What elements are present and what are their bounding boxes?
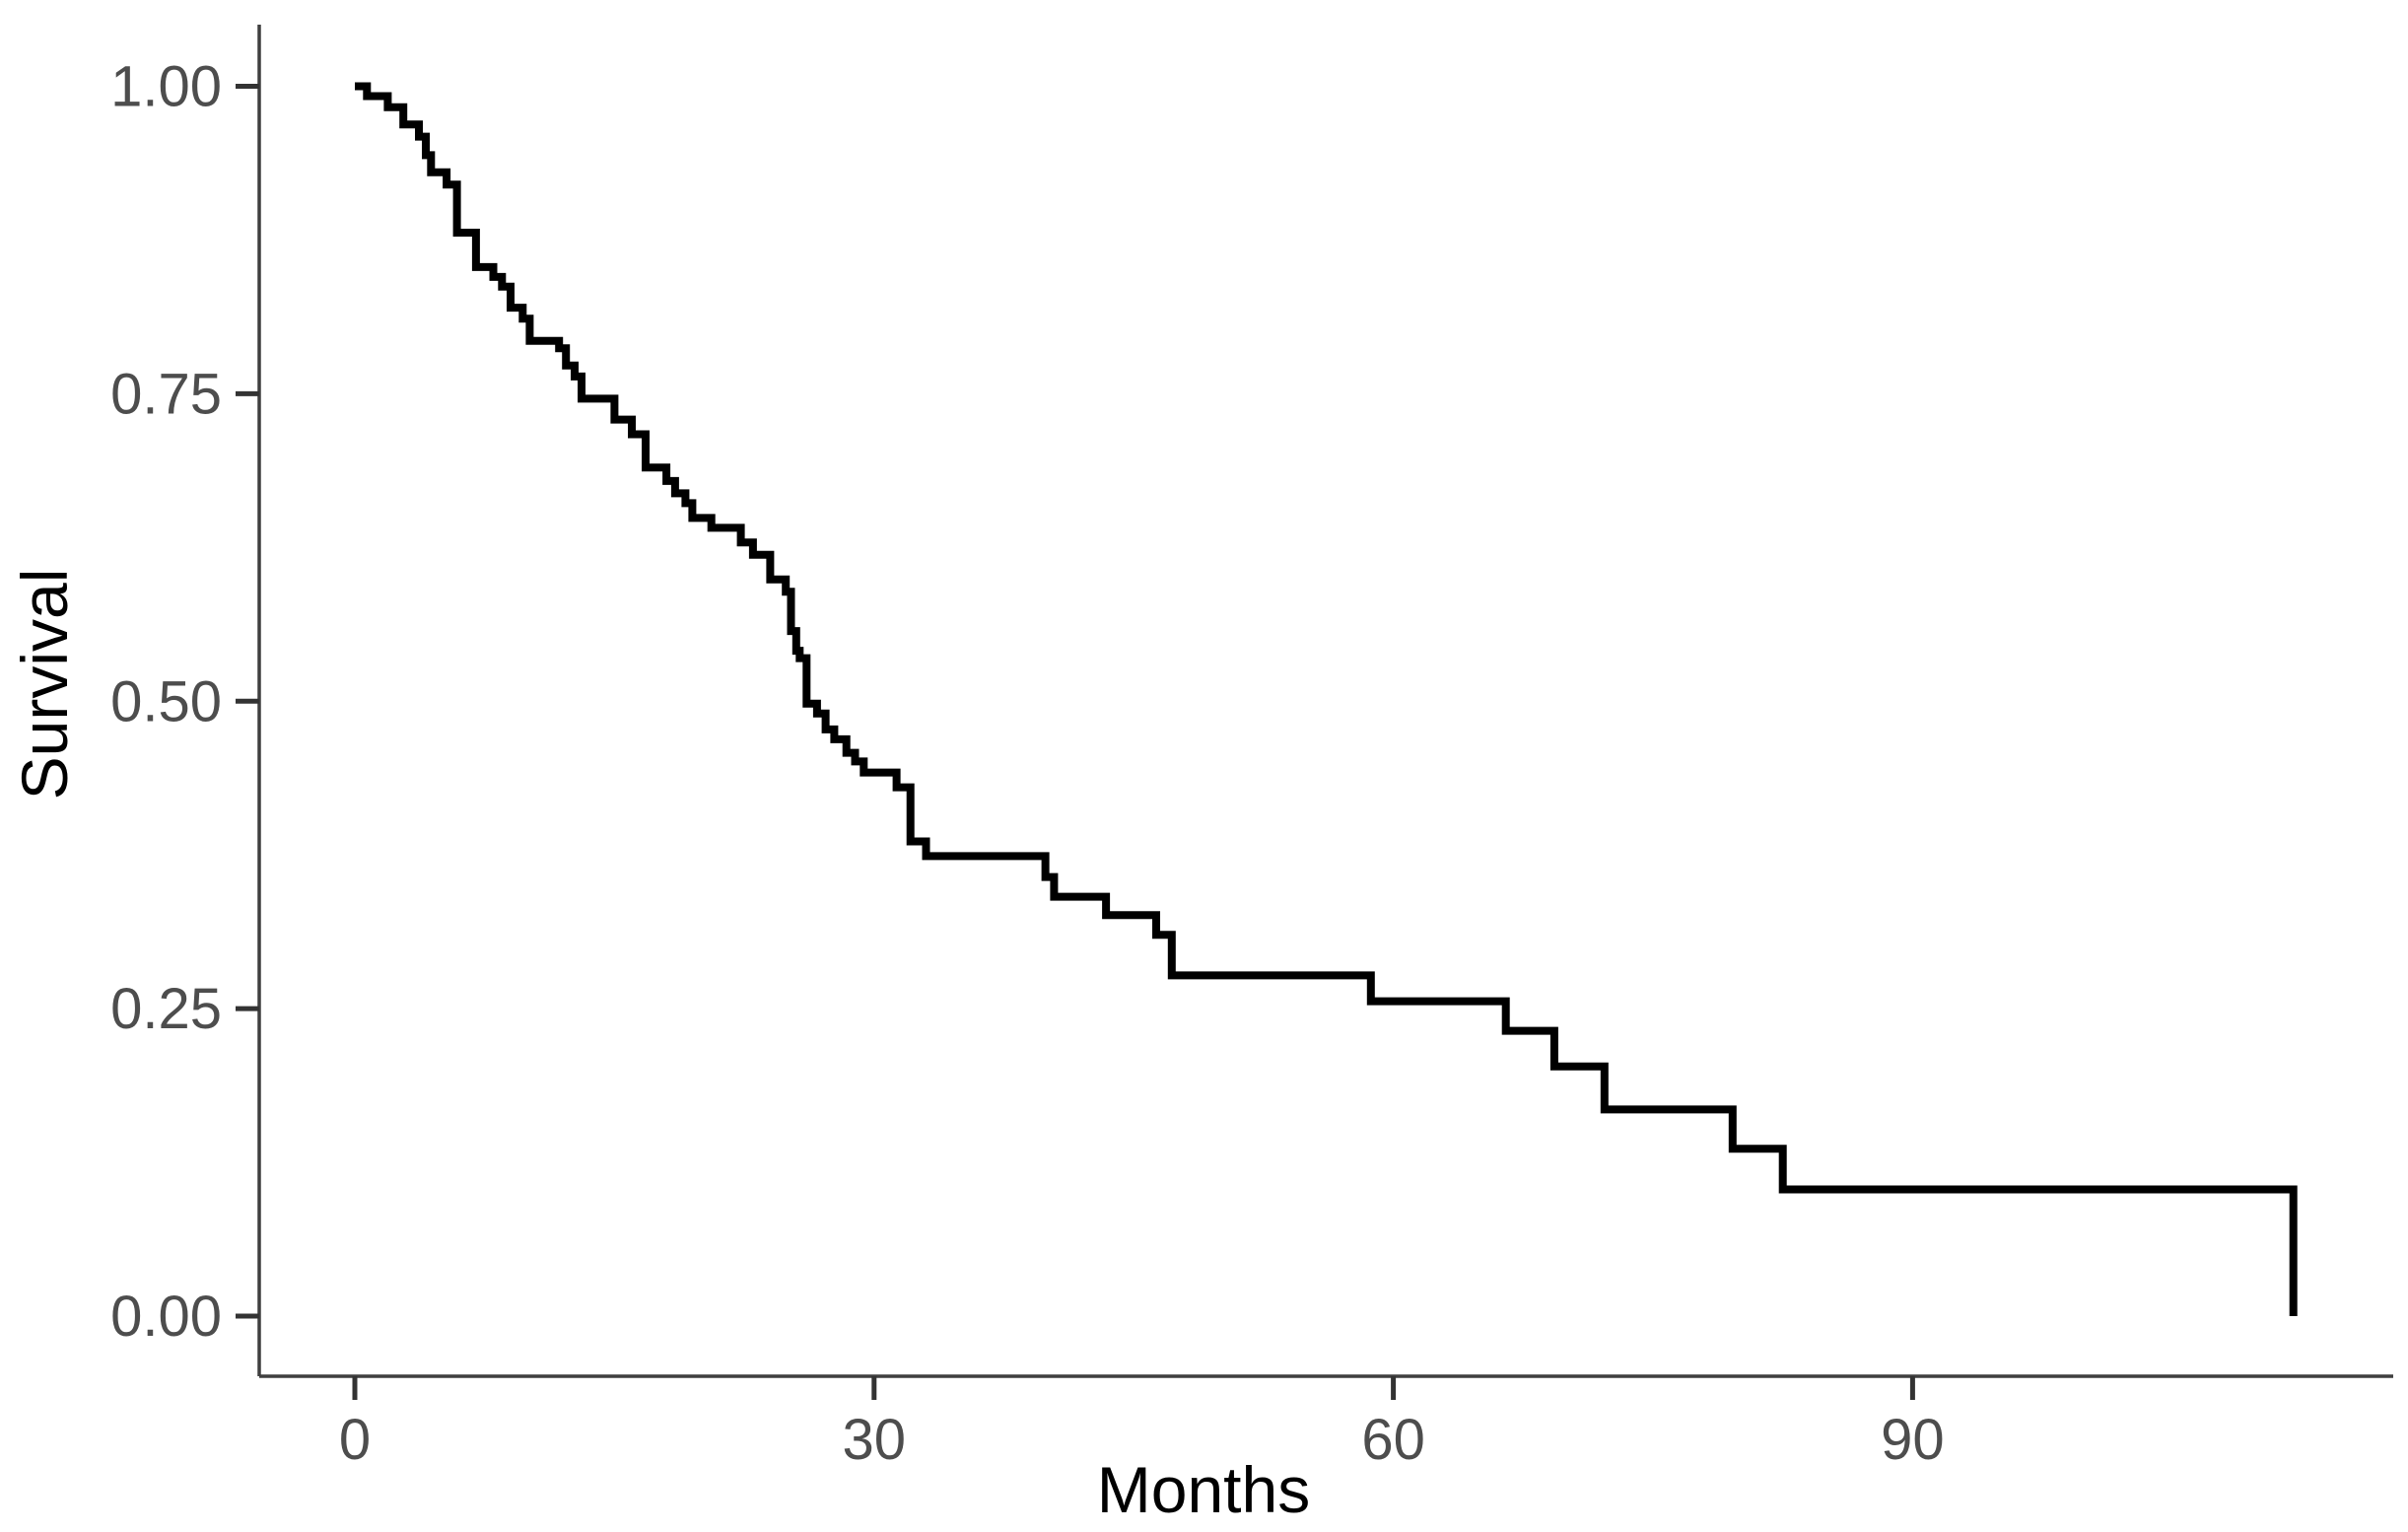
y-tick-label: 0.75 <box>110 362 222 426</box>
y-tick-label: 1.00 <box>110 55 222 119</box>
y-tick-label: 0.25 <box>110 977 222 1041</box>
axes-layer: 0.00 0.25 0.50 0.75 1.00 0 30 60 90 <box>110 25 2393 1472</box>
survival-curve <box>355 82 2298 1316</box>
x-tick-label: 30 <box>843 1408 907 1472</box>
y-axis-title: Survival <box>8 569 81 801</box>
y-tick-label: 0.50 <box>110 669 222 733</box>
x-tick-label: 90 <box>1881 1408 1945 1472</box>
curve-layer <box>355 82 2298 1316</box>
x-tick-label: 0 <box>339 1408 371 1472</box>
x-tick-label: 60 <box>1361 1408 1425 1472</box>
x-axis-title: Months <box>1097 1453 1310 1526</box>
y-tick-label: 0.00 <box>110 1285 222 1349</box>
